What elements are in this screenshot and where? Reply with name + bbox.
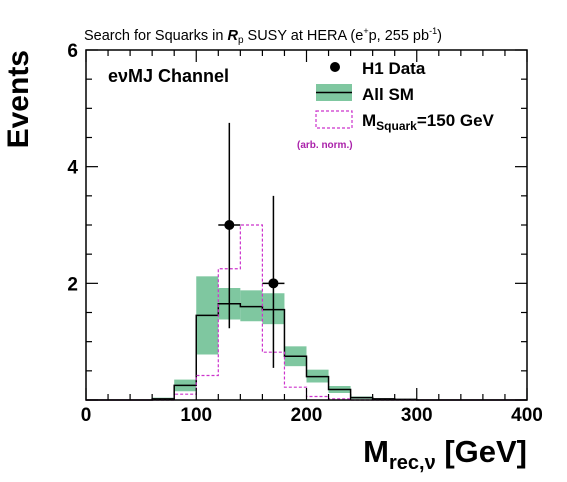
title-rp: R xyxy=(227,28,238,44)
x-axis-title-unit: [GeV] xyxy=(436,434,527,469)
legend-signal-sub: Squark xyxy=(376,119,417,133)
axis-ticks xyxy=(85,49,528,401)
x-axis-title-main: M xyxy=(363,434,389,469)
legend-signal-post: =150 GeV xyxy=(417,111,495,130)
data-points xyxy=(218,122,285,368)
legend-sm-label: All SM xyxy=(362,85,414,104)
y-axis-tick-label: 6 xyxy=(67,41,78,62)
legend-signal-swatch xyxy=(315,110,353,129)
x-axis-title-sub: rec,ν xyxy=(389,452,436,474)
x-axis-tick-label: 0 xyxy=(81,405,92,426)
x-axis-title: Mrec,ν [GeV] xyxy=(363,434,527,474)
legend-signal-label: MSquark=150 GeV xyxy=(362,111,495,133)
legend-signal-note: (arb. norm.) xyxy=(297,140,353,151)
title-mid: SUSY at HERA (e xyxy=(244,28,364,44)
x-axis-tick-label: 100 xyxy=(180,405,212,426)
y-axis-tick-label: 4 xyxy=(67,158,78,179)
y-axis-tick-label: 2 xyxy=(67,274,78,295)
title-rp-sub: p xyxy=(238,35,244,46)
title-sup: + xyxy=(363,26,368,36)
x-axis-tick-label: 300 xyxy=(401,405,433,426)
title-close: ) xyxy=(437,28,442,44)
sm-band-bin xyxy=(240,290,263,322)
title-lumi-sup: -1 xyxy=(429,26,437,36)
legend-data-marker xyxy=(330,62,340,72)
title-post: p, 255 pb xyxy=(369,28,429,44)
chart-title: Search for Squarks in Rp SUSY at HERA (e… xyxy=(84,26,442,46)
legend: H1 Data All SM MSquark=150 GeV (arb. nor… xyxy=(297,59,495,151)
legend-signal-main: M xyxy=(362,111,376,130)
x-axis-tick-label: 400 xyxy=(511,405,543,426)
y-axis-title: Events xyxy=(2,50,35,148)
x-axis-tick-label: 200 xyxy=(291,405,323,426)
title-pre: Search for Squarks in xyxy=(84,28,227,44)
channel-label: eνMJ Channel xyxy=(108,66,229,86)
data-point-marker xyxy=(224,220,235,230)
axis-tick-labels: 0 100 200 300 400 2 4 6 xyxy=(67,41,542,426)
data-point-marker xyxy=(268,278,279,289)
legend-data-label: H1 Data xyxy=(362,59,426,78)
